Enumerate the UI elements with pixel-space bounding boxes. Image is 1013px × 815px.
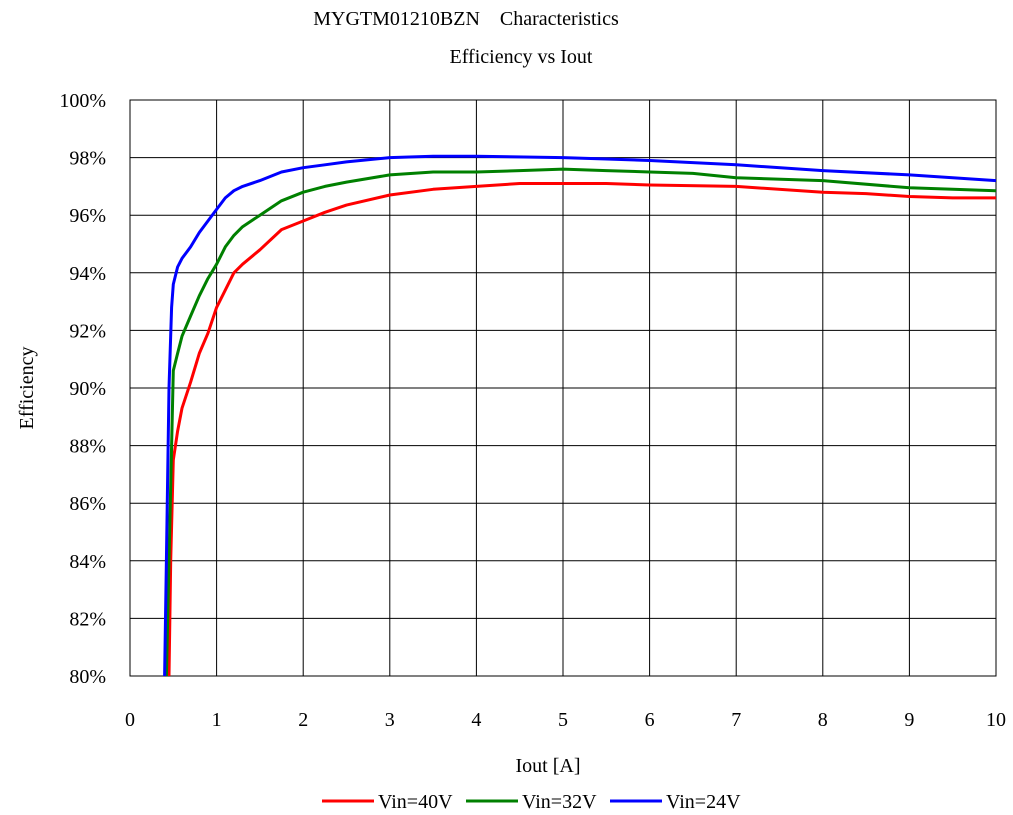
y-axis-label: Efficiency xyxy=(16,347,38,430)
x-tick-label: 0 xyxy=(125,709,135,731)
series-line-vin-40v xyxy=(167,182,996,677)
x-tick-label: 2 xyxy=(298,709,308,731)
x-axis-label: Iout [A] xyxy=(516,755,581,777)
y-tick-label: 90% xyxy=(69,378,106,400)
x-tick-label: 5 xyxy=(558,709,568,731)
x-tick-labels: 0 1 2 3 4 5 6 7 8 9 10 xyxy=(125,709,1006,731)
legend-label: Vin=24V xyxy=(666,791,741,813)
y-tick-label: 92% xyxy=(69,320,106,342)
chart-subtitle: Efficiency vs Iout xyxy=(450,46,593,68)
plot-frame xyxy=(129,99,997,677)
chart-title: MYGTM01210BZN Characteristics xyxy=(313,8,619,30)
y-tick-label: 96% xyxy=(69,205,106,227)
x-tick-label: 7 xyxy=(731,709,741,731)
x-tick-label: 3 xyxy=(385,709,395,731)
y-tick-label: 80% xyxy=(69,666,106,688)
legend-label: Vin=40V xyxy=(378,791,453,813)
y-tick-label: 94% xyxy=(69,263,106,285)
x-tick-label: 9 xyxy=(904,709,914,731)
series-line-vin-32v xyxy=(164,167,997,677)
data-series xyxy=(163,154,997,677)
y-tick-label: 98% xyxy=(69,148,106,170)
y-tick-label: 84% xyxy=(69,551,106,573)
y-tick-label: 88% xyxy=(69,436,106,458)
x-tick-label: 10 xyxy=(986,709,1006,731)
x-tick-label: 4 xyxy=(471,709,481,731)
legend-label: Vin=32V xyxy=(522,791,597,813)
legend: Vin=40V Vin=32V Vin=24V xyxy=(322,791,741,813)
y-tick-label: 82% xyxy=(69,608,106,630)
x-tick-label: 8 xyxy=(818,709,828,731)
y-tick-label: 86% xyxy=(69,493,106,515)
x-tick-label: 1 xyxy=(212,709,222,731)
series-line-vin-24v xyxy=(163,154,997,677)
x-tick-label: 6 xyxy=(645,709,655,731)
y-tick-label: 100% xyxy=(59,90,106,112)
y-tick-labels: 80% 82% 84% 86% 88% 90% 92% 94% 96% 98% 100% xyxy=(59,90,106,688)
